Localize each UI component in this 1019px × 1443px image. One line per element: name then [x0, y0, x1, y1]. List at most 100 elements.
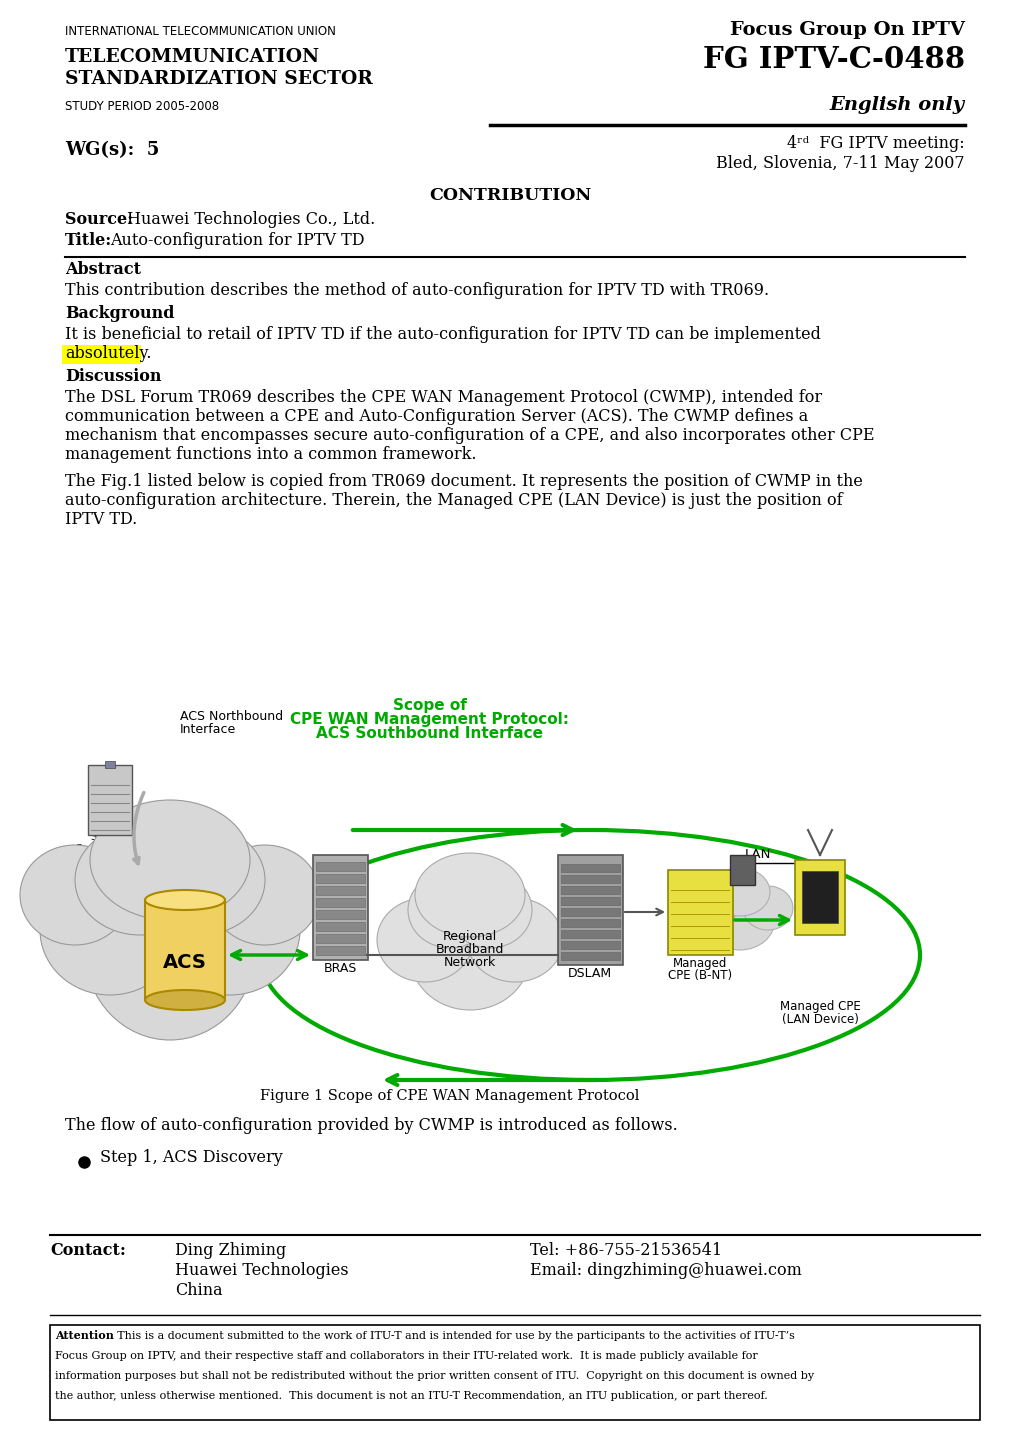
Text: The Fig.1 listed below is copied from TR069 document. It represents the position: The Fig.1 listed below is copied from TR…: [65, 473, 862, 491]
Text: Figure 1 Scope of CPE WAN Management Protocol: Figure 1 Scope of CPE WAN Management Pro…: [260, 1089, 639, 1102]
Text: WG(s):  5: WG(s): 5: [65, 141, 159, 159]
Text: Configuration: Configuration: [74, 844, 146, 854]
Text: Manager: Manager: [87, 856, 132, 866]
Text: Email: dingzhiming@huawei.com: Email: dingzhiming@huawei.com: [530, 1263, 801, 1278]
Text: management functions into a common framework.: management functions into a common frame…: [65, 446, 476, 463]
Text: The flow of auto-configuration provided by CWMP is introduced as follows.: The flow of auto-configuration provided …: [65, 1117, 677, 1134]
Text: IPTV TD.: IPTV TD.: [65, 511, 138, 528]
Text: Background: Background: [65, 304, 174, 322]
Text: information purposes but shall not be redistributed without the prior written co: information purposes but shall not be re…: [55, 1371, 813, 1381]
Text: CPE (B-NT): CPE (B-NT): [667, 970, 732, 983]
FancyBboxPatch shape: [557, 856, 623, 965]
FancyBboxPatch shape: [667, 870, 733, 955]
FancyBboxPatch shape: [560, 886, 620, 895]
Ellipse shape: [408, 872, 491, 948]
FancyBboxPatch shape: [730, 856, 754, 885]
Ellipse shape: [410, 900, 530, 1010]
Ellipse shape: [90, 799, 250, 921]
Text: Focus Group on IPTV, and their respective staff and collaborators in their ITU-r: Focus Group on IPTV, and their respectiv…: [55, 1351, 757, 1361]
Text: LAN: LAN: [744, 848, 770, 861]
Text: Bled, Slovenia, 7-11 May 2007: Bled, Slovenia, 7-11 May 2007: [715, 154, 964, 172]
Text: Auto-configuration for IPTV TD: Auto-configuration for IPTV TD: [110, 232, 364, 250]
Ellipse shape: [145, 890, 225, 911]
Text: Huawei Technologies: Huawei Technologies: [175, 1263, 348, 1278]
FancyBboxPatch shape: [560, 941, 620, 949]
Ellipse shape: [687, 886, 737, 929]
Text: Interface: Interface: [179, 723, 236, 736]
Ellipse shape: [135, 825, 265, 935]
Text: Tel: +86-755-21536541: Tel: +86-755-21536541: [530, 1242, 721, 1258]
Text: CONTRIBUTION: CONTRIBUTION: [428, 188, 591, 203]
Text: ACS: ACS: [163, 952, 207, 973]
FancyBboxPatch shape: [145, 900, 225, 1000]
FancyBboxPatch shape: [316, 922, 365, 931]
FancyBboxPatch shape: [316, 934, 365, 942]
Text: TELECOMMUNICATION: TELECOMMUNICATION: [65, 48, 320, 66]
FancyBboxPatch shape: [316, 861, 365, 872]
FancyBboxPatch shape: [50, 1325, 979, 1420]
Ellipse shape: [742, 886, 792, 929]
Text: ACS Northbound: ACS Northbound: [179, 710, 283, 723]
Text: Focus Group On IPTV: Focus Group On IPTV: [730, 22, 964, 39]
Text: Source:: Source:: [65, 211, 133, 228]
Ellipse shape: [75, 825, 205, 935]
FancyBboxPatch shape: [794, 860, 844, 935]
Ellipse shape: [210, 846, 320, 945]
Text: ACS Southbound Interface: ACS Southbound Interface: [316, 726, 543, 742]
Text: mechanism that encompasses secure auto-configuration of a CPE, and also incorpor: mechanism that encompasses secure auto-c…: [65, 427, 873, 444]
Text: Contact:: Contact:: [50, 1242, 125, 1258]
FancyBboxPatch shape: [560, 929, 620, 938]
Text: Managed: Managed: [673, 957, 727, 970]
Text: : This is a document submitted to the work of ITU-T and is intended for use by t: : This is a document submitted to the wo…: [110, 1330, 794, 1341]
FancyBboxPatch shape: [313, 856, 368, 960]
FancyBboxPatch shape: [560, 952, 620, 960]
FancyBboxPatch shape: [88, 765, 131, 835]
Text: BRAS: BRAS: [323, 962, 357, 975]
Ellipse shape: [40, 864, 179, 996]
Text: CPE WAN Management Protocol:: CPE WAN Management Protocol:: [290, 711, 569, 727]
FancyBboxPatch shape: [560, 919, 620, 926]
Text: Attention: Attention: [55, 1330, 114, 1341]
Text: Broadband: Broadband: [435, 942, 503, 957]
Ellipse shape: [415, 853, 525, 937]
Text: DSLAM: DSLAM: [568, 967, 611, 980]
FancyBboxPatch shape: [801, 872, 838, 924]
FancyBboxPatch shape: [316, 947, 365, 955]
Text: communication between a CPE and Auto-Configuration Server (ACS). The CWMP define: communication between a CPE and Auto-Con…: [65, 408, 807, 426]
Text: FG IPTV-C-0488: FG IPTV-C-0488: [702, 45, 964, 74]
Text: auto-configuration architecture. Therein, the Managed CPE (LAN Device) is just t: auto-configuration architecture. Therein…: [65, 492, 842, 509]
Text: China: China: [175, 1281, 222, 1299]
Text: Network: Network: [443, 957, 495, 970]
Text: INTERNATIONAL TELECOMMUNICATION UNION: INTERNATIONAL TELECOMMUNICATION UNION: [65, 25, 335, 38]
Text: This contribution describes the method of auto-configuration for IPTV TD with TR: This contribution describes the method o…: [65, 281, 768, 299]
FancyBboxPatch shape: [316, 898, 365, 908]
Ellipse shape: [377, 898, 473, 983]
FancyBboxPatch shape: [316, 886, 365, 895]
Ellipse shape: [20, 846, 129, 945]
FancyBboxPatch shape: [316, 911, 365, 919]
Text: Abstract: Abstract: [65, 261, 141, 278]
Ellipse shape: [145, 990, 225, 1010]
Text: Regional: Regional: [442, 929, 496, 942]
Text: Discussion: Discussion: [65, 368, 161, 385]
Ellipse shape: [85, 860, 255, 1040]
Text: Huawei Technologies Co., Ltd.: Huawei Technologies Co., Ltd.: [127, 211, 375, 228]
Ellipse shape: [709, 869, 769, 916]
Text: absolutely.: absolutely.: [65, 345, 152, 362]
FancyBboxPatch shape: [560, 864, 620, 872]
Ellipse shape: [447, 872, 532, 948]
Text: the author, unless otherwise mentioned.  This document is not an ITU-T Recommend: the author, unless otherwise mentioned. …: [55, 1391, 767, 1401]
FancyBboxPatch shape: [560, 908, 620, 916]
FancyBboxPatch shape: [560, 874, 620, 883]
Ellipse shape: [160, 864, 300, 996]
Text: Scope of: Scope of: [392, 698, 467, 713]
FancyBboxPatch shape: [62, 345, 141, 364]
Text: English only: English only: [829, 97, 964, 114]
FancyBboxPatch shape: [316, 874, 365, 883]
Text: STUDY PERIOD 2005-2008: STUDY PERIOD 2005-2008: [65, 100, 219, 113]
FancyBboxPatch shape: [105, 760, 115, 768]
Text: 4ʳᵈ  FG IPTV meeting:: 4ʳᵈ FG IPTV meeting:: [787, 136, 964, 152]
FancyBboxPatch shape: [560, 898, 620, 905]
Ellipse shape: [704, 890, 774, 949]
Text: Title:: Title:: [65, 232, 112, 250]
